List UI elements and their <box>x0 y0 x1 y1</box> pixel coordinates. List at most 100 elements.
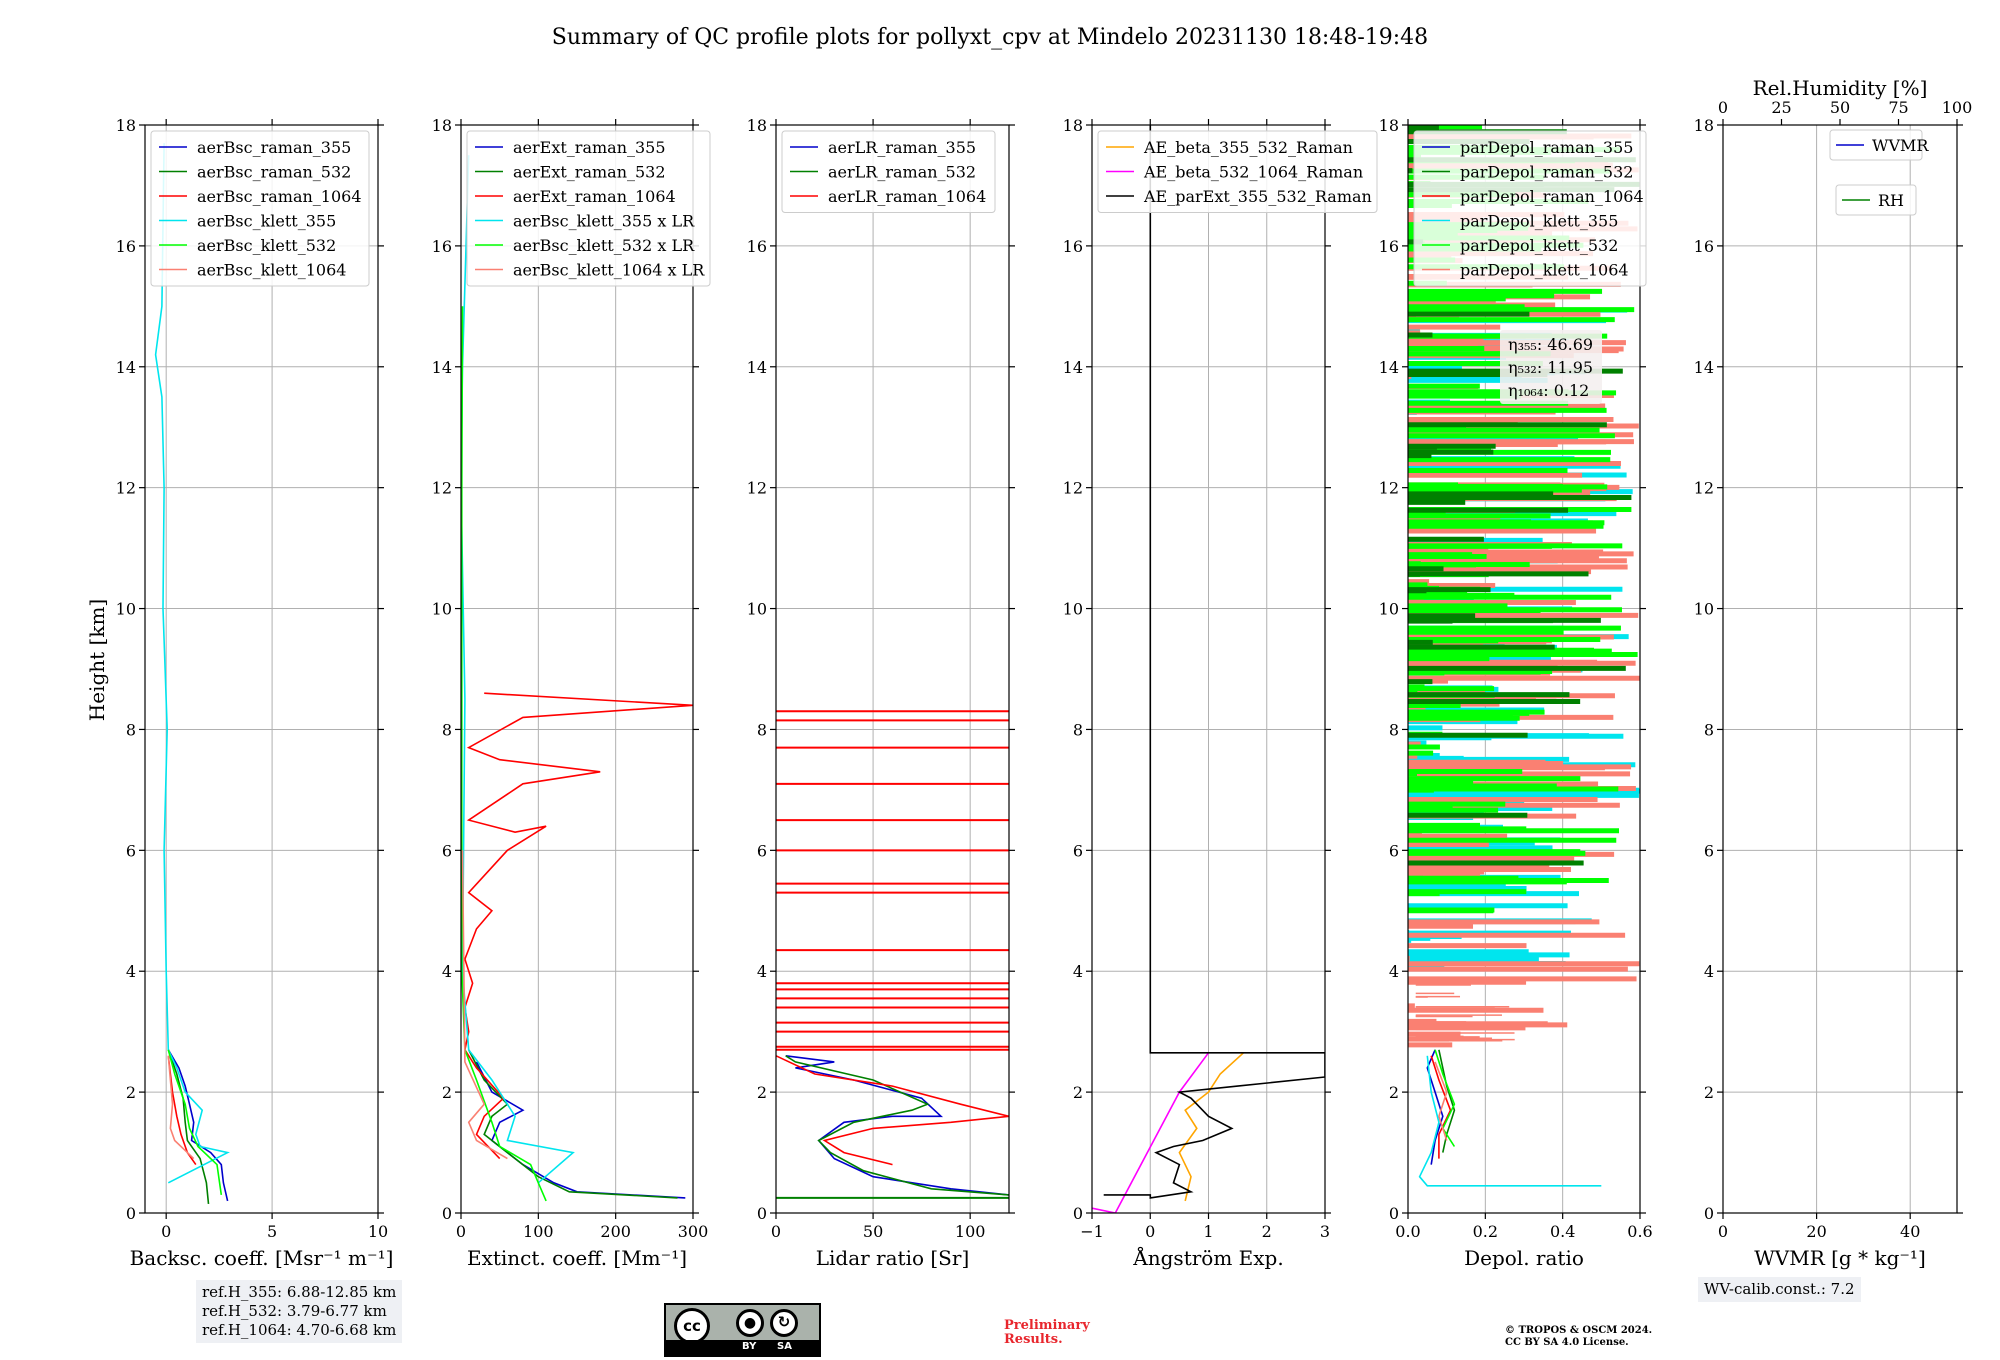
depol-noise-spike <box>1408 523 1604 529</box>
y-tick-label: 16 <box>116 237 136 256</box>
y-tick-label: 14 <box>1694 358 1714 377</box>
y-tick-label: 6 <box>1073 841 1083 860</box>
depol-noise-spike <box>1408 949 1529 955</box>
legend-box <box>1835 184 1917 216</box>
plot-area <box>1092 125 1325 1213</box>
panel-ext: 0 100 200 300 0 2 4 6 8 10 12 14 16 18 Extinct. coeff.… <box>432 116 711 1270</box>
series-aerBsc_raman_355 <box>167 1049 229 1202</box>
y-tick-label: 14 <box>432 358 452 377</box>
depol-noise-spike <box>1408 686 1495 692</box>
series-aerBsc_raman_532 <box>167 1049 210 1204</box>
top-x-tick-label: 0 <box>1718 98 1728 117</box>
copyright-note: © TROPOS & OSCM 2024. CC BY SA 4.0 Licen… <box>1505 1325 1652 1349</box>
y-tick-label: 12 <box>1694 479 1714 498</box>
depol-noise-spike <box>1408 979 1527 985</box>
series-aerExt_raman_1064 <box>464 692 693 1160</box>
depol-noise-spike <box>1408 618 1453 624</box>
depol-noise-spike <box>1408 759 1546 765</box>
panel-bsc: 0 5 10 0 2 4 6 8 10 12 14 16 18 Backsc. coeff. [Msr⁻¹… <box>116 116 394 1270</box>
x-tick-label: 0 <box>161 1222 171 1241</box>
x-tick-label: 50 <box>863 1222 883 1241</box>
depol-noise-spike <box>1408 587 1491 593</box>
y-tick-label: 18 <box>1063 116 1083 135</box>
cc-badge-bar: BY SA <box>666 1340 819 1355</box>
depol-noise-spike <box>1408 433 1615 439</box>
depol-noise-spike <box>1408 625 1621 631</box>
legend-label: parDepol_klett_532 <box>1460 236 1618 255</box>
panel-lr: 0 50 100 0 2 4 6 8 10 12 14 16 18 Lidar ratio [Sr] aer… <box>747 116 1015 1270</box>
top-x-tick-label: 75 <box>1888 98 1908 117</box>
series-aerBsc_klett_1064 x LR <box>461 850 508 1160</box>
depol-noise-spike <box>1408 725 1443 731</box>
depol-noise-spike <box>1408 786 1619 792</box>
preliminary-line-2: Results. <box>1004 1332 1063 1347</box>
depol-noise-spike <box>1408 679 1433 685</box>
y-tick-label: 14 <box>1063 358 1083 377</box>
x-tick-label: 10 <box>368 1222 388 1241</box>
y-tick-label: 0 <box>442 1204 452 1223</box>
y-tick-label: 6 <box>1389 841 1399 860</box>
legend-label: aerBsc_klett_1064 <box>197 261 346 280</box>
depol-noise-spike <box>1408 833 1508 839</box>
legend-label: parDepol_raman_355 <box>1460 138 1633 157</box>
depol-noise-spike <box>1408 617 1601 623</box>
depol-noise-spike <box>1408 519 1532 525</box>
depol-noise-spike <box>1408 288 1603 294</box>
depol-noise-spike <box>1408 675 1640 681</box>
depol-noise-spike <box>1408 571 1420 577</box>
y-tick-label: 18 <box>747 116 767 135</box>
figure-title: Summary of QC profile plots for pollyxt_… <box>552 25 1428 50</box>
x-axis-label: Backsc. coeff. [Msr⁻¹ m⁻¹] <box>130 1246 394 1270</box>
depol-noise-spike <box>1408 750 1434 756</box>
depol-noise-spike <box>1408 613 1476 619</box>
depol-noise-spike <box>1408 494 1632 500</box>
by-person-icon: ● <box>736 1309 764 1337</box>
legend-label: AE_beta_355_532_Raman <box>1143 138 1353 157</box>
y-tick-label: 12 <box>116 479 136 498</box>
plot-frame <box>144 124 379 1214</box>
series-aerExt_raman_355 <box>475 1061 686 1199</box>
x-tick-label: −1 <box>1080 1222 1104 1241</box>
depol-noise-spike <box>1408 855 1575 861</box>
copyright-line-2: CC BY SA 4.0 License. <box>1505 1337 1629 1348</box>
depol-noise-spike <box>1408 709 1545 715</box>
y-tick-label: 16 <box>1063 237 1083 256</box>
y-tick-label: 16 <box>1694 237 1714 256</box>
legend: aerLR_raman_355 aerLR_raman_532 aerLR_rama… <box>781 130 996 213</box>
depol-noise-spike <box>1408 507 1569 513</box>
depol-noise-spike <box>1408 1007 1544 1013</box>
x-tick-label: 0 <box>771 1222 781 1241</box>
legend-label: aerExt_raman_1064 <box>513 187 676 206</box>
series-parDepol_klett_532 <box>1434 1049 1456 1147</box>
x-tick-label: 0.2 <box>1473 1222 1498 1241</box>
y-tick-label: 4 <box>442 962 452 981</box>
depol-noise-spike <box>1408 923 1474 929</box>
depol-noise-spike <box>1408 670 1445 676</box>
depol-noise-spike <box>1408 491 1554 497</box>
depol-noise-spike <box>1408 346 1485 352</box>
y-tick-label: 2 <box>126 1083 136 1102</box>
y-tick-label: 10 <box>747 600 767 619</box>
y-axis-label: Height [km] <box>85 599 109 721</box>
depol-noise-spike <box>1408 875 1519 881</box>
legend-WVMR: WVMR <box>1829 129 1929 161</box>
annotation-line: η₃₅₅: 46.69 <box>1508 335 1593 354</box>
depol-noise-spike <box>1408 536 1484 542</box>
preliminary-note: Preliminary Results. <box>1004 1319 1090 1347</box>
depol-noise-spike <box>1408 407 1607 413</box>
depol-noise-spike <box>1408 293 1555 299</box>
legend-box <box>1829 129 1923 161</box>
y-tick-label: 16 <box>747 237 767 256</box>
depol-noise-spike <box>1408 439 1607 445</box>
plot-area <box>461 155 693 1202</box>
depol-noise-spike <box>1408 629 1564 635</box>
legend-label: aerBsc_raman_532 <box>197 163 351 182</box>
ref-height-1064: ref.H_1064: 4.70-6.68 km <box>202 1321 397 1339</box>
legend-label: aerLR_raman_532 <box>828 163 976 182</box>
depol-noise-spike <box>1408 966 1628 972</box>
depol-noise-spike <box>1408 562 1477 568</box>
x-axis-label: Depol. ratio <box>1464 1246 1584 1270</box>
legend-label: aerBsc_klett_532 <box>197 236 336 255</box>
y-tick-label: 12 <box>1379 479 1399 498</box>
legend-label: parDepol_klett_1064 <box>1460 261 1629 280</box>
